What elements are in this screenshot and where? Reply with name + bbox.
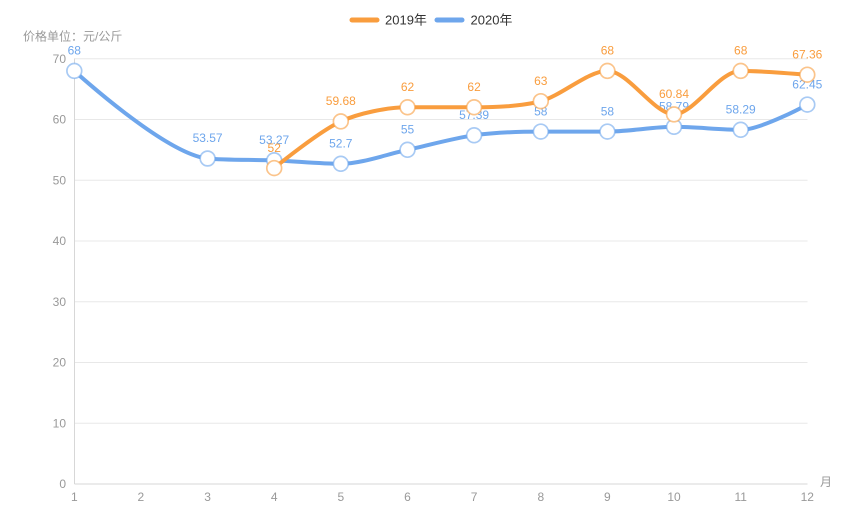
svg-text:53.27: 53.27 (259, 133, 289, 147)
svg-text:68: 68 (734, 44, 748, 58)
svg-text:2: 2 (138, 490, 145, 504)
svg-text:1: 1 (71, 490, 78, 504)
svg-text:60.84: 60.84 (659, 87, 689, 101)
svg-text:67.36: 67.36 (792, 47, 822, 61)
svg-text:70: 70 (53, 52, 67, 66)
svg-text:40: 40 (53, 234, 67, 248)
svg-text:10: 10 (667, 490, 681, 504)
svg-text:63: 63 (534, 74, 548, 88)
svg-text:52: 52 (268, 141, 282, 155)
svg-text:5: 5 (337, 490, 344, 504)
svg-text:9: 9 (604, 490, 611, 504)
svg-text:50: 50 (53, 173, 67, 187)
svg-text:58.29: 58.29 (726, 103, 756, 117)
svg-text:2020年: 2020年 (471, 13, 513, 28)
svg-text:10: 10 (53, 416, 67, 430)
svg-text:30: 30 (53, 295, 67, 309)
svg-text:11: 11 (734, 490, 747, 504)
svg-text:7: 7 (471, 490, 478, 504)
svg-text:68: 68 (68, 44, 82, 58)
svg-text:53.57: 53.57 (193, 131, 223, 145)
svg-text:0: 0 (59, 477, 66, 491)
svg-text:62: 62 (401, 80, 415, 94)
svg-text:2019年: 2019年 (385, 13, 427, 28)
svg-text:68: 68 (601, 44, 615, 58)
svg-text:12: 12 (801, 490, 815, 504)
svg-text:6: 6 (404, 490, 411, 504)
svg-text:月: 月 (820, 475, 832, 489)
svg-text:59.68: 59.68 (326, 94, 356, 108)
svg-text:4: 4 (271, 490, 278, 504)
svg-text:价格单位：元/公斤: 价格单位：元/公斤 (23, 29, 122, 44)
svg-text:58: 58 (601, 104, 615, 118)
svg-text:20: 20 (53, 356, 67, 370)
svg-text:8: 8 (537, 490, 544, 504)
svg-text:62: 62 (467, 80, 481, 94)
svg-text:60: 60 (53, 113, 67, 127)
svg-text:55: 55 (401, 123, 415, 137)
svg-text:52.7: 52.7 (329, 137, 353, 151)
svg-text:3: 3 (204, 490, 211, 504)
svg-text:62.45: 62.45 (792, 77, 822, 91)
